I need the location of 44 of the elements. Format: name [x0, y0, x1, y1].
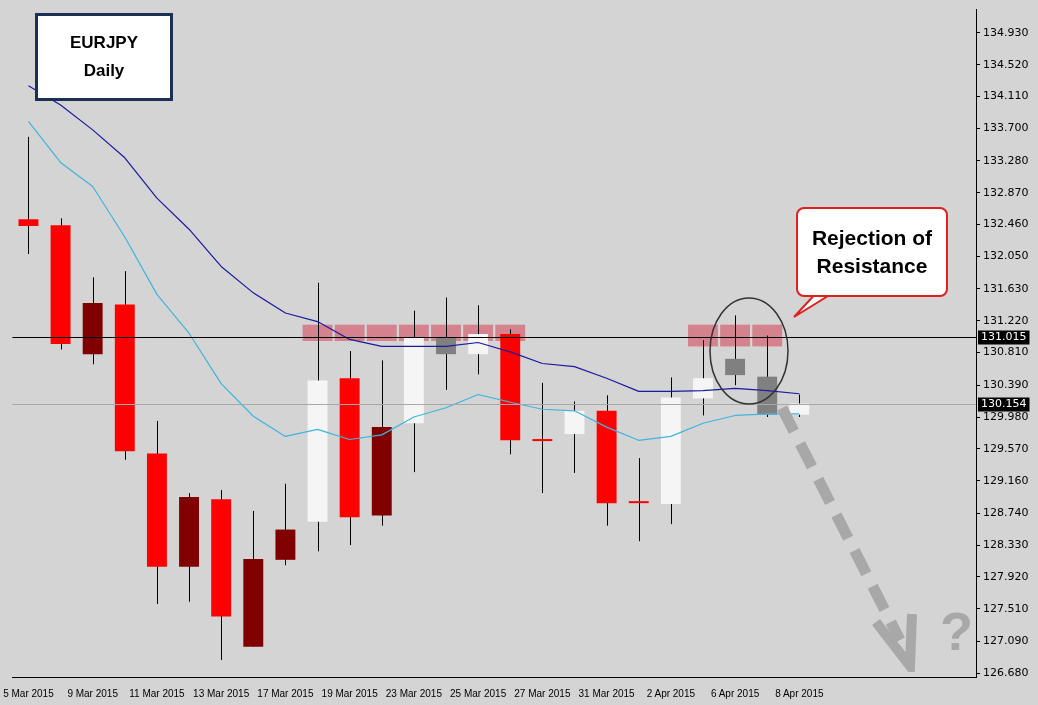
- x-tick-label: 11 Mar 2015: [129, 687, 186, 699]
- y-tick-label: 134.520: [983, 57, 1029, 71]
- y-tick-label: 127.510: [983, 601, 1029, 615]
- ref-line-label: 131.015: [981, 330, 1027, 344]
- candlestick: [564, 401, 585, 474]
- y-tick-label: 132.870: [983, 185, 1029, 199]
- y-tick-label: 134.930: [983, 25, 1029, 39]
- x-tick-label: 5 Mar 2015: [3, 687, 55, 699]
- x-tick-label: 17 Mar 2015: [257, 687, 314, 699]
- y-tick-label: 133.280: [983, 153, 1029, 167]
- x-tick-label: 6 Apr 2015: [710, 687, 760, 699]
- callout-box: Rejection of Resistance: [796, 207, 948, 297]
- x-tick-label: 8 Apr 2015: [775, 687, 824, 699]
- x-tick-label: 23 Mar 2015: [385, 687, 443, 699]
- y-tick-label: 131.630: [983, 281, 1029, 295]
- y-tick-label: 133.700: [983, 121, 1029, 135]
- y-tick-label: 134.110: [983, 89, 1029, 103]
- y-tick-label: 130.390: [983, 378, 1029, 392]
- annotation: ?: [940, 600, 973, 662]
- candlestick: [628, 457, 649, 542]
- x-tick-label: 31 Mar 2015: [578, 687, 636, 699]
- y-tick-label: 129.160: [983, 473, 1029, 487]
- x-tick-label: 2 Apr 2015: [646, 687, 696, 699]
- x-tick-label: 25 Mar 2015: [450, 687, 507, 699]
- y-tick-label: 128.740: [983, 506, 1029, 520]
- title-box: EURJPY Daily: [35, 13, 173, 101]
- x-tick-label: 19 Mar 2015: [321, 687, 379, 699]
- y-tick-label: 132.050: [983, 249, 1029, 263]
- y-tick-label: 127.920: [983, 569, 1029, 583]
- x-tick-label: 27 Mar 2015: [514, 687, 571, 699]
- y-tick-label: 126.680: [983, 665, 1029, 679]
- ref-line-label: 130.154: [981, 397, 1027, 411]
- candlestick: [693, 339, 713, 416]
- x-tick-label: 9 Mar 2015: [67, 687, 119, 699]
- y-tick-label: 132.460: [983, 217, 1029, 231]
- y-tick-label: 127.090: [983, 634, 1029, 648]
- candlestick: [532, 382, 553, 494]
- y-tick-label: 128.330: [983, 537, 1029, 551]
- y-tick-label: 130.810: [983, 345, 1029, 359]
- y-tick-label: 129.980: [983, 409, 1029, 423]
- x-tick-label: 13 Mar 2015: [193, 687, 250, 699]
- candlestick: [18, 136, 39, 255]
- y-tick-label: 131.220: [983, 313, 1029, 327]
- y-tick-label: 129.570: [983, 441, 1029, 455]
